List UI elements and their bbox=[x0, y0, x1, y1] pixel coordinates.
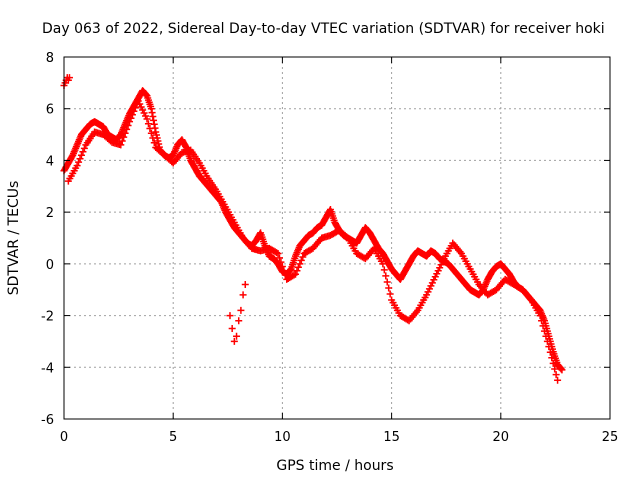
y-axis-title: SDTVAR / TECUs bbox=[6, 181, 22, 296]
y-tick-label: -2 bbox=[41, 310, 54, 325]
x-tick-label: 10 bbox=[274, 430, 291, 445]
data-point-marker bbox=[299, 253, 307, 261]
data-point-marker bbox=[144, 120, 152, 128]
data-point-marker bbox=[233, 332, 241, 340]
data-point-marker bbox=[386, 290, 394, 298]
data-point-marker bbox=[77, 151, 85, 159]
data-points bbox=[60, 74, 566, 384]
data-point-marker bbox=[296, 260, 304, 268]
data-point-marker bbox=[278, 262, 286, 270]
data-point-marker bbox=[379, 260, 387, 268]
data-point-marker bbox=[128, 111, 136, 119]
series-1 bbox=[64, 97, 562, 384]
data-point-marker bbox=[292, 270, 300, 278]
data-point-marker bbox=[342, 233, 350, 241]
x-axis-title: GPS time / hours bbox=[276, 458, 393, 474]
gridlines bbox=[64, 57, 610, 419]
data-point-marker bbox=[117, 141, 125, 149]
data-point-marker bbox=[131, 104, 139, 112]
data-point-marker bbox=[297, 256, 305, 264]
y-tick-label: 2 bbox=[46, 206, 54, 221]
data-point-marker bbox=[237, 306, 245, 314]
data-point-marker bbox=[558, 366, 566, 374]
data-point-marker bbox=[150, 139, 158, 147]
data-point-marker bbox=[551, 365, 559, 373]
data-point-marker bbox=[542, 332, 550, 340]
data-point-marker bbox=[120, 133, 128, 141]
data-point-marker bbox=[383, 278, 391, 286]
x-tick-label: 0 bbox=[60, 430, 68, 445]
data-point-marker bbox=[277, 258, 285, 266]
x-tick-label: 20 bbox=[493, 430, 510, 445]
y-tick-label: -4 bbox=[41, 361, 54, 376]
data-point-marker bbox=[546, 348, 554, 356]
data-point-marker bbox=[121, 129, 129, 137]
data-point-marker bbox=[143, 115, 151, 123]
data-point-marker bbox=[274, 250, 282, 258]
data-point-marker bbox=[149, 134, 157, 142]
data-point-marker bbox=[130, 107, 138, 115]
data-point-marker bbox=[241, 281, 249, 289]
data-point-marker bbox=[76, 155, 84, 163]
x-tick-label: 5 bbox=[169, 430, 177, 445]
data-point-marker bbox=[385, 284, 393, 292]
data-point-marker bbox=[118, 137, 126, 145]
data-point-marker bbox=[126, 118, 134, 126]
data-point-marker bbox=[146, 125, 154, 133]
data-point-marker bbox=[239, 291, 247, 299]
data-point-marker bbox=[539, 322, 547, 330]
data-point-marker bbox=[226, 312, 234, 320]
data-point-marker bbox=[538, 317, 546, 325]
data-point-marker bbox=[549, 359, 557, 367]
data-point-marker bbox=[80, 144, 88, 152]
y-tick-label: -6 bbox=[41, 413, 54, 428]
data-point-marker bbox=[290, 271, 298, 279]
data-point-marker bbox=[554, 376, 562, 384]
y-tick-label: 4 bbox=[46, 154, 54, 169]
x-tick-label: 25 bbox=[602, 430, 619, 445]
data-point-marker bbox=[79, 148, 87, 156]
data-point-marker bbox=[230, 337, 238, 345]
data-point-marker bbox=[536, 312, 544, 320]
data-point-marker bbox=[235, 317, 243, 325]
data-point-marker bbox=[293, 267, 301, 275]
data-point-marker bbox=[127, 114, 135, 122]
data-point-marker bbox=[75, 158, 83, 166]
y-tick-label: 0 bbox=[46, 258, 54, 273]
plot-frame bbox=[63, 56, 611, 420]
data-point-marker bbox=[382, 272, 390, 280]
data-point-marker bbox=[73, 162, 81, 170]
x-tick-label: 15 bbox=[383, 430, 400, 445]
data-point-marker bbox=[552, 371, 560, 379]
data-point-marker bbox=[147, 129, 155, 137]
data-point-marker bbox=[540, 327, 548, 335]
data-point-marker bbox=[545, 343, 553, 351]
data-point-marker bbox=[280, 267, 288, 275]
data-point-marker bbox=[294, 263, 302, 271]
data-point-marker bbox=[65, 74, 73, 82]
axis-ticks: 0 5 10 15 20 25 -6 -4 -2 0 2 4 6 8 bbox=[41, 51, 618, 445]
data-point-marker bbox=[273, 249, 281, 257]
data-point-marker bbox=[124, 122, 132, 130]
y-tick-label: 6 bbox=[46, 103, 54, 118]
data-point-marker bbox=[380, 266, 388, 274]
data-point-marker bbox=[123, 125, 131, 133]
data-point-marker bbox=[275, 254, 283, 262]
data-point-marker bbox=[543, 337, 551, 345]
data-point-marker bbox=[548, 354, 556, 362]
y-tick-label: 8 bbox=[46, 51, 54, 66]
chart-title: Day 063 of 2022, Sidereal Day-to-day VTE… bbox=[42, 21, 605, 37]
data-point-marker bbox=[228, 325, 236, 332]
